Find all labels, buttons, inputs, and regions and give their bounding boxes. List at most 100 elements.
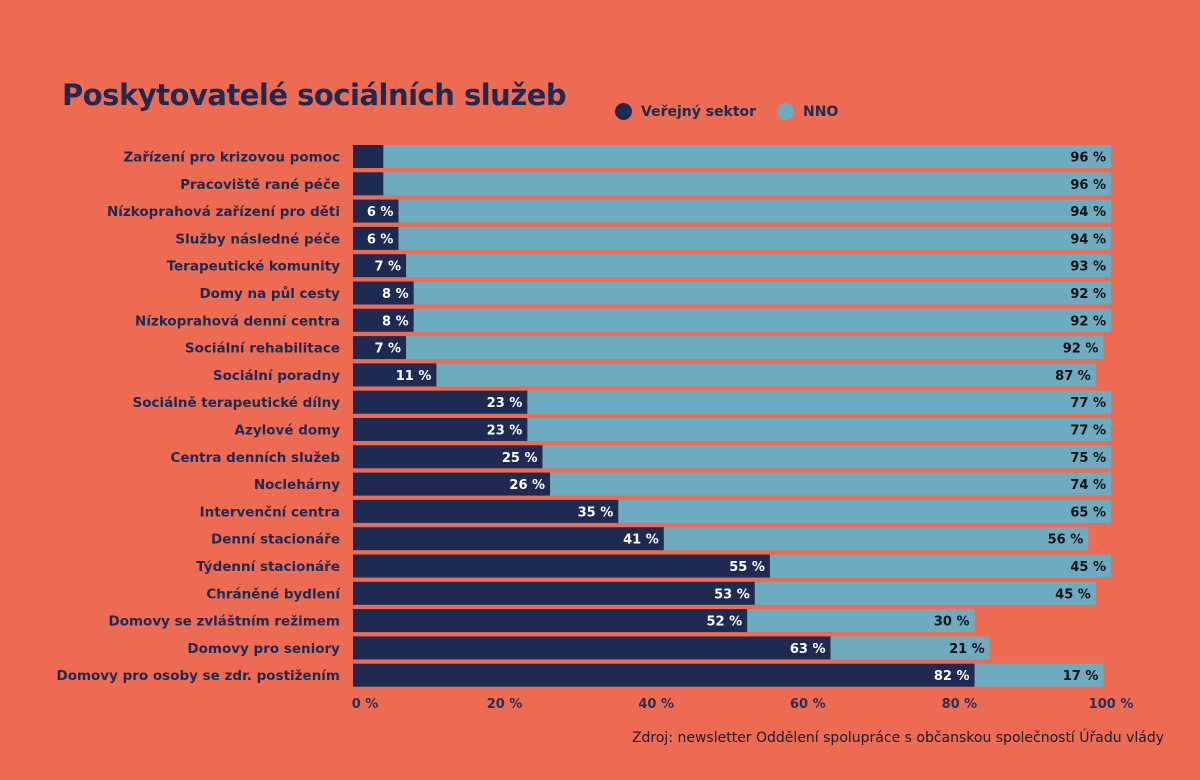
data-label-nno: 74 % (1070, 478, 1106, 493)
category-label: Zařízení pro krizovou pomoc (124, 150, 341, 166)
x-tick-label: 80 % (942, 697, 978, 712)
data-label-public: 8 % (382, 314, 409, 329)
data-label-public: 6 % (367, 205, 394, 220)
bar-nno (406, 336, 1104, 360)
data-label-nno: 77 % (1070, 396, 1106, 411)
legend-label-nno: NNO (803, 103, 839, 120)
bar-nno (527, 418, 1111, 441)
bar-public (353, 418, 528, 441)
x-tick-label: 60 % (790, 697, 826, 712)
data-label-nno: 96 % (1070, 178, 1106, 193)
bar-public (353, 226, 399, 250)
bar-nno (406, 254, 1111, 278)
data-label-nno: 75 % (1070, 451, 1106, 466)
category-label: Týdenní stacionáře (196, 559, 340, 575)
category-label: Sociální rehabilitace (185, 341, 340, 357)
data-label-public: 52 % (707, 615, 743, 630)
data-label-public: 26 % (509, 478, 545, 493)
data-label-public: 35 % (578, 505, 614, 520)
data-label-nno: 94 % (1070, 232, 1106, 247)
bar-public (353, 199, 399, 223)
bar-public (353, 663, 975, 687)
data-label-public: 8 % (382, 287, 409, 302)
bar-nno (663, 527, 1089, 551)
data-label-public: 11 % (396, 369, 432, 384)
bar-nno (747, 609, 975, 633)
data-label-public: 7 % (374, 260, 401, 275)
bar-nno (974, 663, 1104, 687)
bar-nno (769, 554, 1111, 578)
category-label: Pracoviště rané péče (180, 177, 340, 193)
legend-item-public: Veřejný sektor (615, 103, 756, 120)
category-label: Denní stacionáře (211, 532, 340, 548)
data-label-nno: 93 % (1070, 260, 1106, 275)
data-label-public: 55 % (729, 560, 765, 575)
bar-public (353, 499, 619, 523)
bar-public (353, 336, 407, 360)
bar-public (353, 281, 414, 305)
data-label-nno: 30 % (934, 615, 970, 630)
chart-title: Poskytovatelé sociálních služeb (62, 78, 567, 112)
category-label: Domovy pro seniory (187, 641, 340, 657)
bar-nno (527, 390, 1111, 414)
data-label-nno: 21 % (949, 642, 985, 657)
bar-public (353, 527, 664, 551)
bar-nno (383, 172, 1111, 196)
data-label-public: 41 % (623, 533, 659, 548)
data-label-nno: 92 % (1070, 314, 1106, 329)
bar-public (353, 390, 528, 414)
data-label-nno: 45 % (1055, 587, 1091, 602)
data-label-public: 23 % (487, 424, 523, 439)
data-label-nno: 17 % (1063, 669, 1099, 684)
data-label-public: 23 % (487, 396, 523, 411)
category-label: Azylové domy (235, 423, 341, 439)
data-label-public: 53 % (714, 587, 750, 602)
category-label: Sociální poradny (213, 368, 340, 384)
x-tick-label: 0 % (352, 697, 379, 712)
bar-public (353, 636, 831, 660)
data-label-public: 6 % (367, 232, 394, 247)
bar-nno (618, 499, 1111, 523)
bar-nno (542, 445, 1111, 469)
bar-public (353, 554, 770, 578)
bar-public (353, 254, 407, 278)
category-label: Terapeutické komunity (167, 259, 341, 275)
data-label-nno: 56 % (1048, 533, 1084, 548)
bar-nno (830, 636, 990, 660)
bar-public (353, 145, 384, 168)
bar-public (353, 581, 755, 605)
bar-nno (754, 581, 1096, 605)
category-label: Nízkoprahová denní centra (135, 313, 340, 329)
data-label-nno: 45 % (1070, 560, 1106, 575)
category-label: Centra denních služeb (170, 450, 340, 466)
data-label-nno: 92 % (1063, 342, 1099, 357)
data-label-nno: 77 % (1070, 424, 1106, 439)
source-note: Zdroj: newsletter Oddělení spolupráce s … (631, 730, 1164, 746)
bar-nno (413, 308, 1111, 332)
data-label-public: 25 % (502, 451, 538, 466)
legend-label-public: Veřejný sektor (641, 103, 757, 120)
bar-public (353, 472, 551, 496)
bar-nno (413, 281, 1111, 305)
data-label-public: 63 % (790, 642, 826, 657)
x-tick-label: 40 % (638, 697, 674, 712)
category-label: Domovy pro osoby se zdr. postižením (56, 668, 340, 684)
category-label: Sociálně terapeutické dílny (132, 395, 340, 411)
category-label: Nízkoprahová zařízení pro děti (107, 204, 340, 220)
bar-public (353, 363, 437, 387)
legend-swatch-nno (777, 103, 794, 120)
legend-item-nno: NNO (777, 103, 838, 120)
data-label-nno: 94 % (1070, 205, 1106, 220)
bar-public (353, 308, 414, 332)
category-label: Chráněné bydlení (206, 586, 341, 602)
bar-nno (383, 145, 1111, 168)
data-label-public: 7 % (374, 342, 401, 357)
category-label: Domy na půl cesty (199, 285, 340, 302)
legend-swatch-public (615, 103, 632, 120)
bar-public (353, 445, 543, 469)
bar-public (353, 172, 384, 196)
x-tick-label: 20 % (487, 697, 523, 712)
category-label: Noclehárny (254, 477, 340, 493)
category-label: Služby následné péče (175, 231, 340, 247)
